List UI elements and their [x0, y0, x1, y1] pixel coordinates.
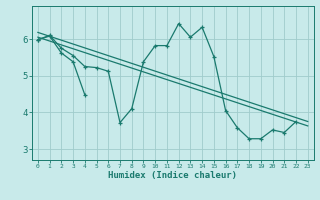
X-axis label: Humidex (Indice chaleur): Humidex (Indice chaleur) [108, 171, 237, 180]
